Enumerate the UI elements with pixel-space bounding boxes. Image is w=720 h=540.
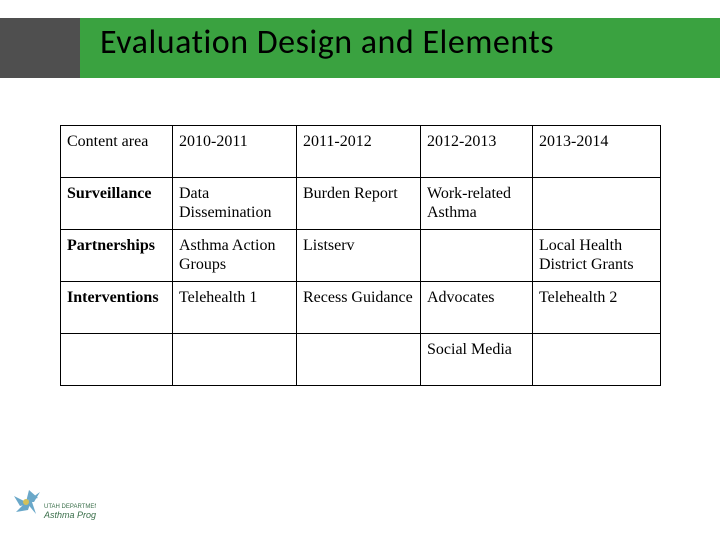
svg-text:Asthma Program: Asthma Program (43, 510, 96, 520)
table-header-row: Content area 2010-2011 2011-2012 2012-20… (61, 126, 661, 178)
table-cell: Burden Report (297, 178, 421, 230)
table-cell: Listserv (297, 230, 421, 282)
table-row: Social Media (61, 334, 661, 386)
col-header-2010-2011: 2010-2011 (173, 126, 297, 178)
asthma-program-logo-icon: UTAH DEPARTMENT OF HEALTH Asthma Program (6, 472, 96, 532)
evaluation-table-container: Content area 2010-2011 2011-2012 2012-20… (60, 125, 660, 386)
row-label-partnerships: Partnerships (61, 230, 173, 282)
table-cell (297, 334, 421, 386)
title-notch (0, 18, 80, 78)
table-cell: Work-related Asthma (421, 178, 533, 230)
table-cell: Recess Guidance (297, 282, 421, 334)
row-label-interventions: Interventions (61, 282, 173, 334)
table-cell (533, 334, 661, 386)
table-cell: Data Dissemination (173, 178, 297, 230)
table-cell: Advocates (421, 282, 533, 334)
table-row: Partnerships Asthma Action Groups Listse… (61, 230, 661, 282)
table-cell (533, 178, 661, 230)
table-cell: Social Media (421, 334, 533, 386)
page-title: Evaluation Design and Elements (100, 22, 554, 63)
table-cell (173, 334, 297, 386)
table-cell: Telehealth 1 (173, 282, 297, 334)
table-cell: Asthma Action Groups (173, 230, 297, 282)
row-label-blank (61, 334, 173, 386)
col-header-2011-2012: 2011-2012 (297, 126, 421, 178)
evaluation-table: Content area 2010-2011 2011-2012 2012-20… (60, 125, 661, 386)
row-label-surveillance: Surveillance (61, 178, 173, 230)
col-header-2012-2013: 2012-2013 (421, 126, 533, 178)
table-cell: Telehealth 2 (533, 282, 661, 334)
table-cell: Local Health District Grants (533, 230, 661, 282)
table-cell (421, 230, 533, 282)
table-row: Interventions Telehealth 1 Recess Guidan… (61, 282, 661, 334)
col-header-2013-2014: 2013-2014 (533, 126, 661, 178)
table-row: Surveillance Data Dissemination Burden R… (61, 178, 661, 230)
col-header-content-area: Content area (61, 126, 173, 178)
